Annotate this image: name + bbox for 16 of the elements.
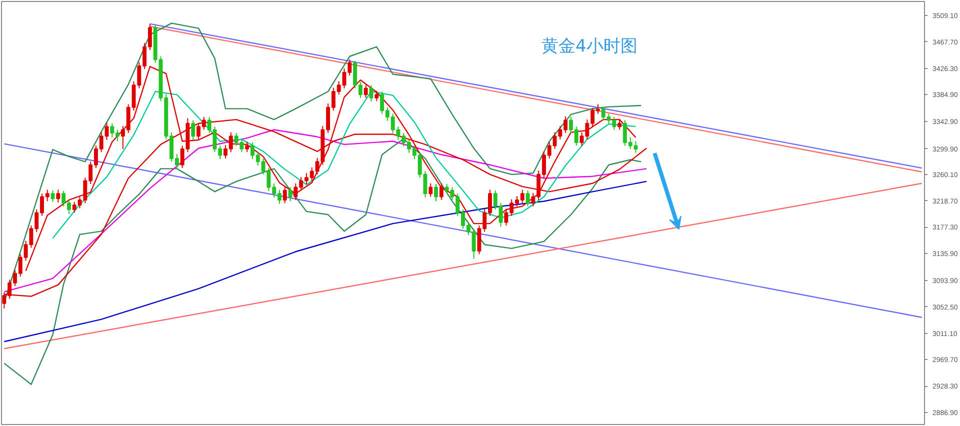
candlestick [439, 182, 444, 200]
candlestick [428, 182, 433, 198]
text: 黄金4小时图 [542, 36, 638, 56]
line-series [4, 180, 648, 342]
candlestick [526, 190, 530, 207]
candlestick [56, 189, 60, 204]
candlestick [369, 84, 374, 102]
candlestick [618, 119, 622, 130]
candlestick [364, 84, 368, 98]
candlestick [282, 186, 287, 204]
candlestick [50, 190, 55, 202]
candlestick [191, 120, 196, 140]
candlestick [374, 90, 379, 102]
candlestick [245, 141, 250, 153]
candlestick [288, 186, 292, 202]
candlestick [434, 184, 438, 202]
